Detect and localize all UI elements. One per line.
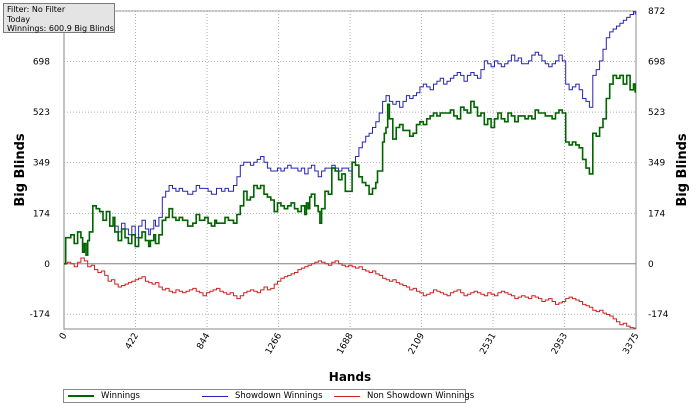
x-tick-label: 844 bbox=[195, 331, 212, 351]
series-line-winnings bbox=[64, 74, 636, 265]
legend-swatch-showdown bbox=[202, 395, 228, 397]
period-label: Today bbox=[7, 14, 31, 24]
legend: Winnings Showdown Winnings Non Showdown … bbox=[63, 389, 474, 403]
y-tick-label-left: 349 bbox=[33, 159, 50, 169]
y-tick-label-right: 523 bbox=[648, 108, 665, 118]
filter-info-box: Filter: No Filter Today Winnings: 600.9 … bbox=[3, 3, 115, 33]
y-tick-label-left: -174 bbox=[30, 310, 51, 320]
y-tick-label-right: 698 bbox=[648, 57, 665, 67]
y-tick-label-right: 349 bbox=[648, 159, 665, 169]
legend-item-showdown: Showdown Winnings bbox=[202, 390, 323, 402]
x-tick-label: 0 bbox=[58, 331, 70, 341]
x-tick-label: 2953 bbox=[550, 332, 570, 357]
x-tick-label: 422 bbox=[124, 332, 141, 352]
y-tick-label-right: 872 bbox=[648, 7, 665, 17]
grid-lines bbox=[64, 10, 636, 329]
y-tick-label-right: 174 bbox=[648, 209, 665, 219]
y-tick-label-left: 698 bbox=[33, 57, 50, 67]
x-axis-title: Hands bbox=[329, 370, 371, 384]
series-lines bbox=[64, 11, 636, 329]
y-tick-label-left: 523 bbox=[33, 108, 50, 118]
y-axis-title-right: Big Blinds bbox=[675, 133, 690, 207]
y-axis-title-left: Big Blinds bbox=[13, 133, 28, 207]
winnings-total-label: Winnings: 600.9 Big Blinds bbox=[7, 24, 114, 33]
legend-swatch-winnings bbox=[68, 395, 94, 397]
x-tick-label: 1688 bbox=[336, 331, 356, 356]
series-line-nonshowdown bbox=[64, 257, 636, 329]
filter-label: Filter: No Filter bbox=[7, 5, 66, 14]
y-tick-label-right: -174 bbox=[648, 310, 669, 320]
y-tick-label-left: 0 bbox=[44, 260, 50, 270]
x-tick-label: 3375 bbox=[621, 332, 641, 357]
y-tick-label-right: 0 bbox=[648, 260, 654, 270]
x-tick-label: 1266 bbox=[264, 331, 284, 356]
legend-swatch-nonshowdown bbox=[334, 395, 360, 397]
legend-label-winnings: Winnings bbox=[101, 391, 140, 401]
legend-item-nonshowdown: Non Showdown Winnings bbox=[334, 390, 474, 402]
legend-label-nonshowdown: Non Showdown Winnings bbox=[367, 391, 475, 401]
legend-item-winnings: Winnings bbox=[68, 390, 140, 402]
x-tick-label: 2109 bbox=[407, 331, 427, 356]
x-tick-label: 2531 bbox=[478, 332, 498, 357]
y-tick-label-left: 174 bbox=[33, 209, 50, 219]
legend-label-showdown: Showdown Winnings bbox=[235, 391, 323, 401]
